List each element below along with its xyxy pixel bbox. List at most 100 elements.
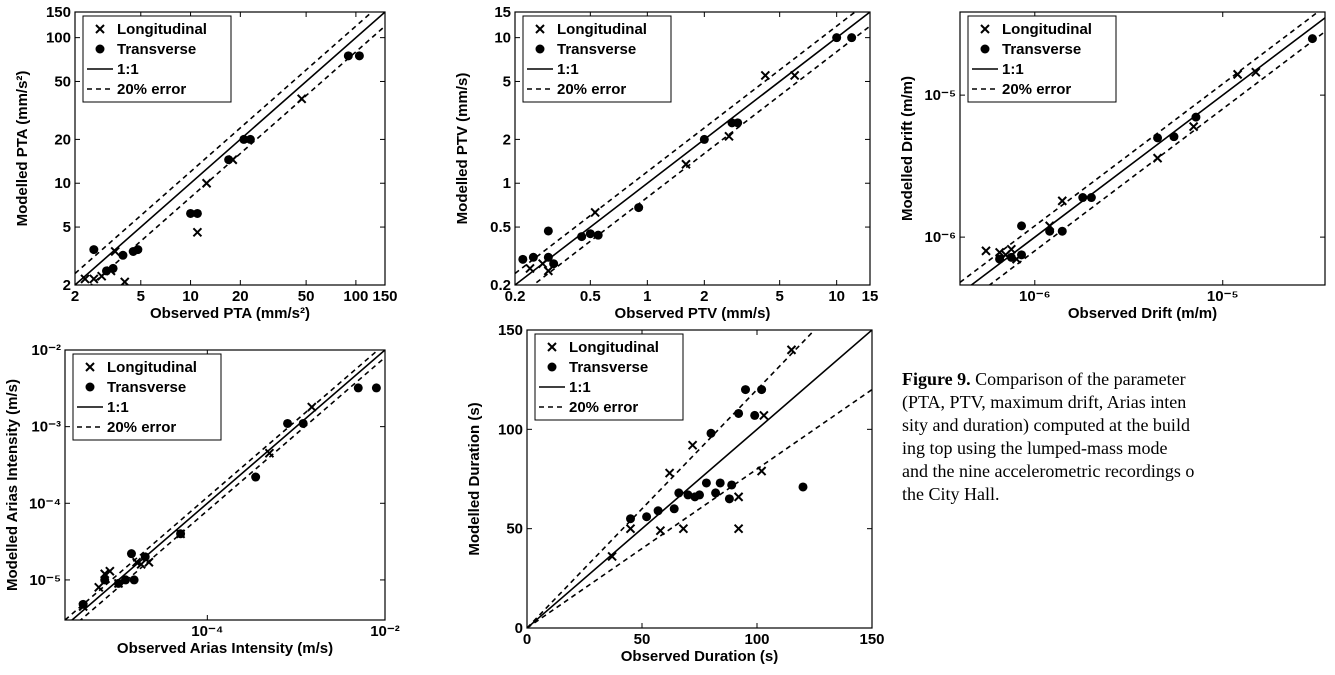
point [678, 523, 689, 534]
point [283, 418, 293, 428]
legend-label: 20% error [117, 81, 186, 98]
legend-label: 20% error [557, 81, 626, 98]
x-tick-label: 10⁻⁵ [1207, 288, 1239, 305]
x-tick-label: 50 [298, 288, 315, 305]
x-tick-label: 100 [343, 288, 368, 305]
point [733, 492, 744, 502]
x-tick-label: 15 [862, 288, 879, 305]
point [110, 246, 120, 257]
x-axis-label: Observed Duration (s) [621, 648, 779, 665]
legend-label: Longitudinal [557, 21, 647, 38]
legend-label: Transverse [569, 359, 648, 376]
point [786, 345, 797, 355]
y-tick-label: 10⁻⁵ [29, 572, 61, 589]
point [549, 259, 559, 269]
point [126, 549, 136, 559]
x-tick-label: 150 [372, 288, 397, 305]
legend-label: 1:1 [569, 379, 591, 396]
point [129, 575, 139, 585]
point [626, 514, 635, 524]
reference-line [515, 12, 857, 275]
caption-line: sity and duration) computed at the build [902, 415, 1190, 435]
y-tick-label: 1 [503, 175, 511, 192]
point [518, 254, 528, 264]
axes-frame [526, 329, 873, 629]
point [1017, 250, 1027, 260]
legend-label: Transverse [117, 41, 196, 58]
legend-marker [535, 44, 545, 54]
point [133, 245, 143, 255]
x-tick-label: 0.2 [505, 288, 526, 305]
legend-label: 1:1 [557, 61, 579, 78]
legend-label: Longitudinal [117, 21, 207, 38]
point [100, 575, 110, 585]
point [121, 575, 131, 585]
x-tick-label: 1 [643, 288, 651, 305]
point [681, 159, 691, 169]
x-tick-label: 0 [523, 631, 531, 648]
point [798, 482, 808, 492]
legend-box [967, 15, 1117, 103]
axes-frame [64, 349, 386, 621]
x-axis-label: Observed Arias Intensity (m/s) [117, 640, 333, 657]
y-tick-label: 0.5 [490, 219, 511, 236]
reference-line [527, 388, 872, 628]
legend-label: Transverse [107, 379, 186, 396]
point [607, 551, 617, 562]
x-tick-label: 10 [828, 288, 845, 305]
x-tick-label: 10⁻⁶ [1019, 288, 1051, 305]
legend-marker [535, 24, 545, 34]
point [724, 131, 734, 142]
y-tick-label: 5 [503, 73, 511, 90]
legend-marker [547, 342, 557, 352]
legend-label: Longitudinal [569, 339, 659, 356]
legend-label: 1:1 [107, 399, 129, 416]
reference-line [527, 330, 816, 628]
y-tick-label: 2 [503, 131, 511, 148]
y-tick-label: 150 [46, 4, 71, 21]
legend-box [534, 333, 684, 421]
y-tick-label: 0.2 [490, 277, 511, 294]
point [1045, 226, 1055, 236]
point [89, 245, 99, 255]
point [186, 208, 196, 218]
caption-line: ing top using the lumped-mass mode [902, 438, 1168, 458]
y-tick-label: 50 [54, 73, 71, 90]
legend-marker [95, 44, 105, 54]
point [543, 252, 553, 262]
chart: 10⁻⁴ 10⁻² 10⁻⁵ 10⁻⁴ 10⁻³ 10⁻² Observed Arias I… [4, 342, 400, 657]
y-tick-label: 10 [54, 175, 71, 192]
x-tick-label: 10⁻² [370, 623, 400, 640]
x-tick-label: 100 [744, 631, 769, 648]
point [711, 488, 721, 498]
y-axis-label: Modelled Arias Intensity (m/s) [4, 379, 21, 591]
axes-frame [959, 11, 1326, 286]
x-tick-label: 5 [137, 288, 145, 305]
point [642, 512, 652, 522]
point [669, 504, 679, 514]
legend-box [82, 15, 232, 103]
axes-frame [514, 11, 871, 286]
point [224, 155, 234, 165]
y-tick-label: 10⁻⁶ [924, 229, 956, 246]
y-axis-label: Modelled PTA (mm/s²) [14, 71, 31, 227]
reference-line [75, 12, 374, 275]
axes-frame [74, 11, 386, 286]
legend-label: Longitudinal [1002, 21, 1092, 38]
point [664, 468, 675, 478]
point [757, 385, 767, 395]
point [89, 274, 99, 284]
point [683, 490, 693, 500]
point [1251, 67, 1261, 77]
plot-area [960, 12, 1325, 285]
y-tick-label: 100 [46, 30, 71, 47]
point [1188, 121, 1199, 132]
point [750, 410, 760, 420]
point [80, 274, 90, 284]
x-axis-label: Observed PTV (mm/s) [615, 305, 771, 322]
caption-line: (PTA, PTV, maximum drift, Arias inten [902, 392, 1187, 412]
point [543, 226, 553, 236]
x-axis-label: Observed PTA (mm/s²) [150, 305, 310, 322]
